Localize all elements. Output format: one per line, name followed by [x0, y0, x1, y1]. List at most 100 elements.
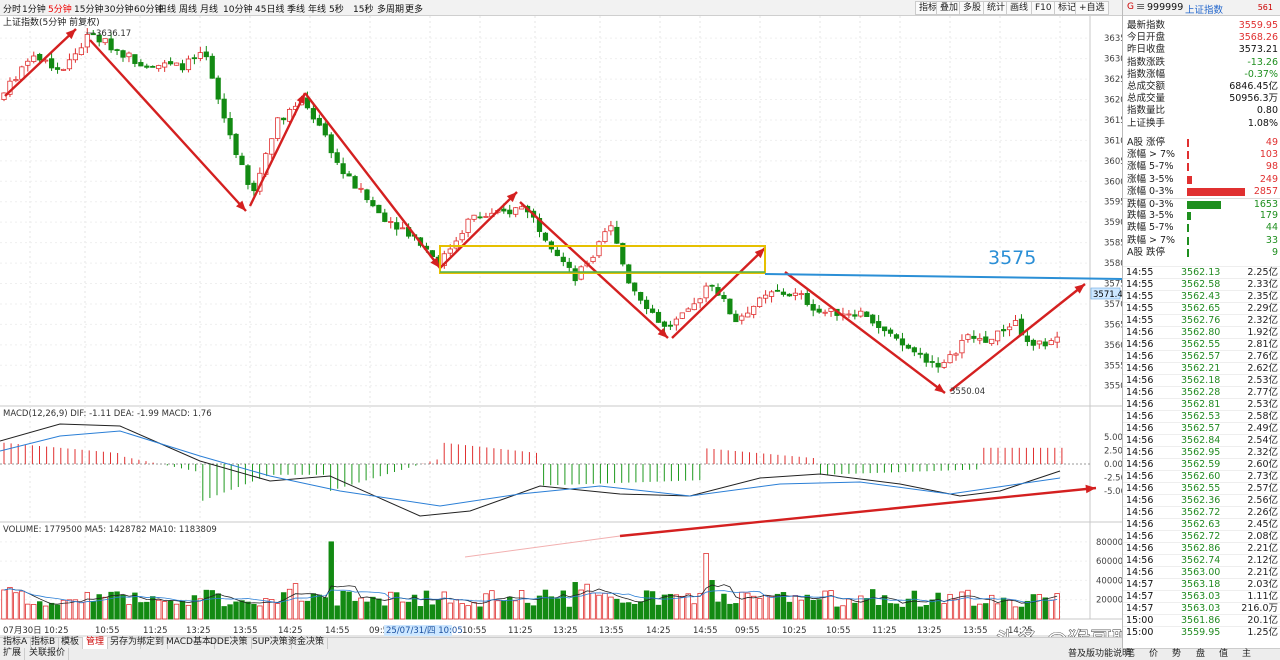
sub-tab-0[interactable]: 扩展 [0, 648, 26, 660]
tick-price: 3562.43 [1181, 291, 1221, 302]
period-16[interactable]: 更多 [405, 5, 424, 15]
volume-bar [423, 590, 430, 620]
right-bottom-button-1[interactable]: 笔 [1126, 649, 1136, 659]
toolbar-button-5[interactable]: F10 [1031, 1, 1056, 15]
period-7[interactable]: 周线 [179, 5, 198, 15]
candle-body [31, 55, 37, 62]
volume-bar [554, 598, 561, 620]
volume-bar [233, 601, 239, 620]
trend-arrow-8-head [934, 383, 945, 393]
period-5[interactable]: 60分钟 [134, 5, 164, 15]
indicator-tab-7[interactable]: DDE决策 [207, 637, 252, 649]
volume-bar [881, 595, 888, 620]
indicator-tab-3[interactable]: 管理 [83, 637, 109, 649]
macd-panel [0, 423, 1090, 517]
tick-amount: 2.26亿 [1247, 507, 1278, 518]
volume-bar [935, 592, 941, 620]
right-bottom-button-2[interactable]: 价 [1149, 649, 1159, 659]
indicator-tab-4[interactable]: 另存为 [107, 637, 142, 649]
right-bottom-button-6[interactable]: 主 [1242, 649, 1252, 659]
period-0[interactable]: 分时 [3, 5, 22, 15]
candle-body [286, 108, 293, 122]
volume-bar [215, 593, 221, 620]
time-tick: 10:25 [782, 626, 807, 636]
candle-body [566, 261, 572, 268]
tick-amount: 2.35亿 [1247, 291, 1278, 302]
volume-bar [697, 592, 703, 620]
volume-bar [221, 606, 227, 620]
indicator-tab-9[interactable]: 资金决策 [285, 637, 329, 649]
sub-tab-1[interactable]: 关联报价 [26, 648, 70, 660]
candle-body [37, 54, 43, 61]
indicator-tab-2[interactable]: 模板 [58, 637, 84, 649]
trend-arrow-5-head [506, 192, 517, 203]
period-4[interactable]: 30分钟 [104, 5, 134, 15]
tick-time: 14:56 [1126, 471, 1154, 482]
tick-row: 14:56 3562.21 2.62亿 [1123, 362, 1280, 374]
candle-body [763, 294, 769, 299]
period-13[interactable]: 5秒 [329, 5, 344, 15]
period-6[interactable]: 日线 [158, 5, 177, 15]
volume-bar [304, 600, 311, 620]
time-tick: 09:55 [735, 626, 760, 636]
trend-arrow-1-head [65, 29, 76, 40]
period-11[interactable]: 季线 [287, 5, 306, 15]
candlestick-series [1, 28, 1060, 373]
tick-price: 3562.57 [1181, 351, 1221, 362]
period-2[interactable]: 5分钟 [48, 5, 72, 15]
breadth-value: 98 [1265, 161, 1278, 173]
candle-body [893, 334, 900, 339]
period-3[interactable]: 15分钟 [74, 5, 104, 15]
toolbar-button-2[interactable]: 多股 [959, 1, 986, 15]
volume-bar [495, 600, 501, 620]
period-15[interactable]: 多周期 [377, 5, 405, 15]
tick-price: 3562.95 [1181, 447, 1221, 458]
right-bottom-button-5[interactable]: 值 [1219, 649, 1229, 659]
tick-amount: 1.92亿 [1247, 327, 1278, 338]
period-1[interactable]: 1分钟 [22, 5, 46, 15]
period-12[interactable]: 年线 [308, 5, 327, 15]
volume-bar [816, 599, 822, 620]
volume-bar [751, 595, 757, 620]
volume-bar [899, 606, 906, 620]
trend-arrow-7 [671, 247, 766, 339]
tick-price: 3562.18 [1181, 375, 1221, 386]
right-bottom-button-0[interactable]: 普及版功能说明 [1068, 649, 1132, 659]
indicator-tab-8[interactable]: SUP决策 [249, 637, 292, 649]
volume-bar [626, 602, 632, 620]
toolbar-button-1[interactable]: 叠加 [936, 1, 963, 15]
period-14[interactable]: 15秒 [353, 5, 374, 15]
right-bottom-button-4[interactable]: 盘 [1196, 649, 1206, 659]
quote-row: 指数量比 0.80 [1123, 105, 1280, 117]
quote-row-label: 昨日收盘 [1127, 44, 1166, 56]
period-9[interactable]: 10分钟 [223, 5, 253, 15]
period-8[interactable]: 月线 [200, 5, 219, 15]
time-tick: 14:55 [325, 626, 350, 636]
quote-row: 今日开盘 3568.26 [1123, 32, 1280, 44]
breadth-label: 跌幅 > 7% [1127, 234, 1176, 246]
candle-body [245, 165, 251, 185]
volume-bar [1012, 606, 1019, 620]
trend-arrow-6 [519, 201, 669, 339]
tick-row: 14:55 3562.65 2.29亿 [1123, 302, 1280, 314]
volume-bar [393, 592, 400, 620]
tick-price: 3562.63 [1181, 519, 1221, 530]
indicator-tab-1[interactable]: 指标B [28, 637, 60, 649]
tick-time: 14:56 [1126, 339, 1154, 350]
toolbar-button-4[interactable]: 画线 [1006, 1, 1033, 15]
tick-time: 14:56 [1126, 435, 1154, 446]
indicator-tab-0[interactable]: 指标A [0, 637, 32, 649]
toolbar-button-3[interactable]: 统计 [983, 1, 1010, 15]
volume-bar [411, 594, 418, 620]
period-10[interactable]: 45日线 [255, 5, 285, 15]
tick-amount: 2.12亿 [1247, 555, 1278, 566]
indicator-tab-6[interactable]: MACD基本 [163, 637, 215, 649]
indicator-tab-5[interactable]: 绑定到 [134, 637, 169, 649]
menu-icon[interactable]: ≡ [1136, 0, 1146, 13]
trend-arrow-2-head [236, 200, 246, 211]
candle-body [816, 308, 822, 313]
toolbar-button-7[interactable]: +自选 [1075, 1, 1109, 15]
right-bottom-button-3[interactable]: 势 [1172, 649, 1182, 659]
volume-bar [685, 593, 691, 620]
volume-bar [994, 603, 1001, 620]
